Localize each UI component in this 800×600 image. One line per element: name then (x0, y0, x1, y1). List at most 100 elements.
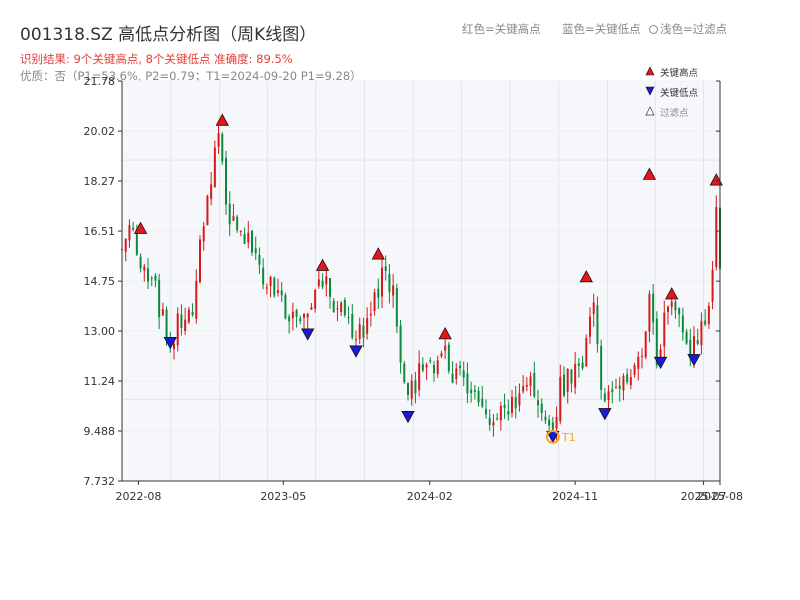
candle-body (217, 133, 220, 147)
candle-body (655, 318, 658, 366)
candle-body (317, 279, 320, 287)
candle-body (696, 340, 699, 344)
candle-body (667, 306, 669, 312)
candle-body (681, 315, 684, 333)
candle-body (176, 313, 179, 346)
candle-body (150, 278, 153, 280)
candle-body (221, 134, 224, 162)
candle-body (135, 229, 138, 255)
x-tick-label: 2024-11 (552, 490, 598, 503)
candle-body (291, 311, 294, 319)
legend-label-low: 关键低点 (660, 87, 699, 99)
y-tick-label: 21.78 (84, 75, 116, 88)
candle-body (711, 269, 714, 302)
x-tick-label: 2023-05 (260, 490, 306, 503)
y-tick-labels: 7.732 9.488 11.24 13.00 14.75 16.51 18.27 20.02… (84, 75, 720, 488)
candle-body (407, 383, 409, 395)
candle-body (154, 275, 157, 281)
key-low-marker (401, 411, 415, 424)
candle-body (377, 288, 380, 298)
candle-body (600, 346, 603, 390)
candle-body (239, 230, 242, 232)
candle-body (551, 422, 554, 430)
y-tick-label: 9.488 (84, 425, 116, 438)
candle-body (206, 195, 209, 226)
legend-label-filtered: 过滤点 (660, 107, 689, 119)
candle-body (496, 418, 499, 420)
candle-body (158, 279, 161, 318)
candle-body (228, 203, 231, 225)
candle-body (213, 147, 216, 188)
candle-body (265, 287, 268, 289)
key-point-markers: T1 (133, 113, 723, 444)
candle-body (641, 355, 643, 357)
candle-body (262, 268, 265, 285)
candle-body (180, 314, 183, 329)
candle-body (258, 254, 261, 265)
candle-body (589, 316, 591, 337)
candle-body (574, 364, 577, 388)
candle-body (511, 396, 513, 413)
candle-body (592, 302, 595, 315)
candle-body (559, 376, 562, 422)
candle-body (161, 309, 164, 316)
candle-body (299, 318, 302, 322)
candle-body (670, 301, 673, 307)
candle-body (618, 385, 621, 390)
candle-body (433, 365, 435, 374)
x-tick-label: 2022-08 (115, 490, 161, 503)
candle-body (689, 339, 692, 358)
candle-body (273, 277, 276, 296)
candle-body (325, 276, 328, 285)
candle-body (373, 292, 376, 311)
key-high-marker (579, 270, 593, 283)
y-tick-label: 11.24 (84, 375, 116, 388)
candle-body (663, 312, 666, 347)
legend-filtered-icon (645, 106, 655, 116)
candle-body (693, 336, 695, 358)
candle-body (343, 300, 346, 316)
candle-body (336, 308, 339, 310)
key-low-marker (349, 345, 363, 358)
x-tick-label: 2025-08 (697, 490, 743, 503)
candle-body (187, 309, 190, 323)
candle-body (644, 331, 647, 358)
key-high-marker (215, 113, 229, 126)
candle-body (440, 353, 443, 357)
candle-body (507, 411, 510, 415)
candle-body (674, 301, 677, 311)
candle-body (254, 248, 257, 254)
candle-body (124, 238, 127, 252)
candle-body (303, 313, 305, 318)
candle-body (473, 390, 476, 392)
candle-body (128, 225, 131, 241)
candle-body (596, 305, 599, 345)
candle-body (555, 416, 558, 429)
candle-body (421, 364, 424, 371)
candle-body (715, 207, 718, 268)
y-tick-label: 18.27 (84, 175, 116, 188)
candle-body (603, 393, 606, 401)
candle-body (633, 365, 636, 375)
candle-body (165, 309, 168, 338)
candle-body (173, 343, 175, 350)
chart-title: 001318.SZ 高低点分析图（周K线图） (20, 25, 317, 45)
candle-body (139, 256, 142, 269)
candle-body (425, 364, 428, 368)
candle-body (459, 365, 461, 368)
candle-body (455, 368, 458, 379)
candle-body (444, 345, 447, 351)
key-high-marker (665, 287, 679, 300)
candle-body (477, 390, 480, 403)
y-tick-label: 20.02 (84, 125, 116, 138)
key-high-marker (438, 327, 452, 340)
candle-body (707, 306, 710, 324)
candle-body (570, 369, 573, 384)
candle-body (247, 232, 250, 243)
candle-body (418, 363, 421, 391)
x-tick-label: 2024-02 (407, 490, 453, 503)
candle-body (652, 293, 655, 323)
candle-body (537, 400, 539, 406)
candle-body (388, 274, 391, 293)
